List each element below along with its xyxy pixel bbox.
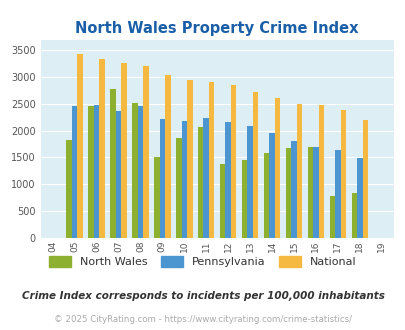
Bar xyxy=(334,150,340,238)
Bar xyxy=(115,111,121,238)
Bar xyxy=(312,147,318,238)
Bar xyxy=(252,91,258,238)
Bar xyxy=(159,119,165,238)
Bar xyxy=(356,158,362,238)
Bar xyxy=(187,80,192,238)
Bar xyxy=(285,148,290,238)
Bar xyxy=(247,126,252,238)
Bar xyxy=(143,66,148,238)
Bar xyxy=(198,127,203,238)
Bar xyxy=(132,103,137,238)
Bar xyxy=(225,122,230,238)
Bar xyxy=(318,105,323,238)
Bar xyxy=(176,138,181,238)
Bar xyxy=(290,141,296,238)
Bar xyxy=(269,133,274,238)
Bar xyxy=(121,63,126,238)
Bar xyxy=(66,140,72,238)
Bar xyxy=(241,160,247,238)
Legend: North Wales, Pennsylvania, National: North Wales, Pennsylvania, National xyxy=(45,251,360,271)
Bar xyxy=(88,106,94,238)
Bar xyxy=(274,98,279,238)
Bar xyxy=(110,89,115,238)
Bar xyxy=(307,147,312,238)
Bar xyxy=(94,105,99,238)
Text: © 2025 CityRating.com - https://www.cityrating.com/crime-statistics/: © 2025 CityRating.com - https://www.city… xyxy=(54,315,351,324)
Bar xyxy=(296,104,301,238)
Bar xyxy=(77,54,83,238)
Bar xyxy=(362,120,367,238)
Bar xyxy=(220,164,225,238)
Bar xyxy=(165,75,170,238)
Bar xyxy=(351,193,356,238)
Text: Crime Index corresponds to incidents per 100,000 inhabitants: Crime Index corresponds to incidents per… xyxy=(21,291,384,301)
Bar xyxy=(203,118,209,238)
Bar xyxy=(209,82,214,238)
Bar xyxy=(340,110,345,238)
Bar xyxy=(72,106,77,238)
Bar xyxy=(137,107,143,238)
Title: North Wales Property Crime Index: North Wales Property Crime Index xyxy=(75,21,358,36)
Bar xyxy=(230,85,236,238)
Bar xyxy=(181,121,187,238)
Bar xyxy=(329,196,334,238)
Bar xyxy=(99,59,104,238)
Bar xyxy=(263,152,269,238)
Bar xyxy=(154,157,159,238)
